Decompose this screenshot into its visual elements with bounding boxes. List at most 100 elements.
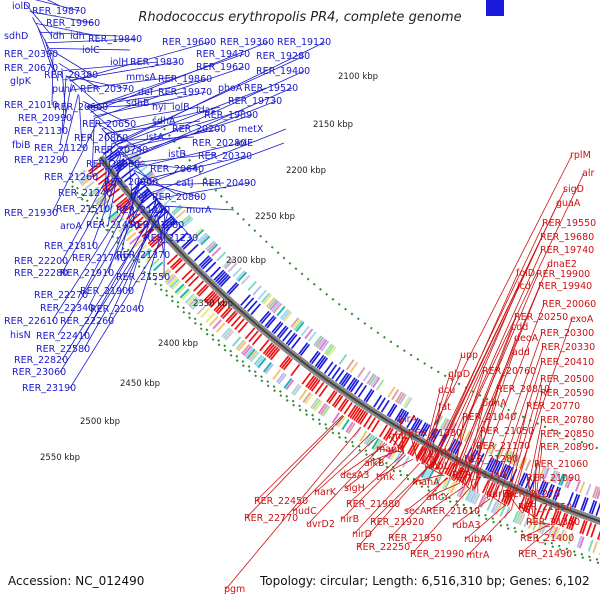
gene-feature (541, 522, 548, 535)
gene-feature (260, 312, 272, 325)
gene-feature (176, 285, 187, 296)
gene-label: RER_21810 (44, 241, 98, 252)
gene-label: sigH (344, 483, 365, 494)
gene-feature (373, 394, 383, 408)
gene-feature (92, 167, 105, 178)
gene-feature (387, 386, 396, 398)
gene-feature (501, 488, 509, 503)
gene-feature (221, 327, 231, 338)
leader-line (163, 207, 165, 278)
leader-line (144, 128, 287, 186)
gene-feature (309, 350, 319, 363)
gene-feature (418, 422, 427, 436)
gene-feature (501, 464, 510, 479)
gene-feature (235, 270, 246, 281)
gene-feature (331, 366, 341, 380)
gene-feature (417, 446, 426, 460)
gene-feature (216, 272, 228, 284)
leader-line (527, 521, 550, 525)
gene-feature (359, 430, 368, 442)
leader-line (463, 402, 485, 487)
gene-feature (399, 436, 408, 450)
leader-line (61, 153, 121, 262)
gene-feature (79, 175, 91, 185)
gene-label: RER_22410 (36, 331, 90, 342)
gene-feature (141, 193, 154, 204)
gene-feature (335, 369, 345, 382)
gene-label: RER_21370 (116, 250, 170, 261)
gene-label: RER_20670 (4, 63, 58, 74)
gene-label: iolB (172, 102, 190, 113)
gene-feature (129, 235, 140, 245)
leader-line (507, 493, 523, 514)
gene-feature (259, 310, 270, 323)
gene-label: RER_19840 (88, 34, 142, 45)
gene-label: nirB (340, 514, 359, 525)
gene-label: RER_20760 (482, 366, 536, 377)
gene-label: iolE (236, 138, 253, 149)
gene-label: istB (168, 149, 186, 160)
gene-feature (171, 259, 183, 271)
gene-feature (212, 319, 222, 330)
leader-line (51, 180, 142, 322)
gene-feature (362, 370, 372, 382)
leader-line (107, 204, 162, 322)
gene-feature (512, 453, 520, 466)
gene-feature (541, 482, 549, 496)
gene-feature (595, 502, 600, 517)
gene-feature (320, 340, 330, 352)
gene-feature (486, 0, 504, 16)
gene-feature (554, 527, 561, 540)
kbp-label: 2150 kbp (313, 120, 353, 130)
leader-line (78, 95, 83, 149)
leader-line (434, 236, 543, 471)
leader-line (59, 207, 166, 373)
forward-strand-gene-labels: rplM alr sigD guaA RER_19550 RER_19680 RER_197… (224, 150, 596, 595)
leader-line (425, 465, 445, 477)
gene-label: RER_20500 (540, 374, 594, 385)
leader-line (46, 38, 137, 44)
gene-feature (122, 145, 134, 155)
gene-feature (410, 417, 419, 431)
gene-feature (414, 419, 423, 433)
gene-feature (535, 503, 543, 517)
gene-feature (176, 232, 188, 244)
gene-feature (260, 292, 271, 303)
gene-feature (476, 453, 485, 467)
gene-feature (181, 237, 193, 249)
gene-label: RER_22580 (36, 344, 90, 355)
gene-feature (266, 345, 277, 358)
gene-feature (126, 231, 137, 242)
gene-feature (518, 472, 526, 486)
gene-feature (166, 254, 179, 266)
gene-label: rubA4 (464, 534, 493, 545)
leader-line (116, 148, 153, 183)
gene-feature (276, 325, 287, 338)
gene-label: glpK (10, 76, 32, 87)
leader-line (453, 474, 471, 490)
gene-feature (331, 394, 342, 407)
leader-line (441, 249, 543, 475)
gene-label: RER_21290 (14, 155, 68, 166)
gene-feature (532, 518, 539, 531)
gene-label: upp (460, 350, 478, 361)
gene-feature (105, 184, 118, 195)
gene-feature (477, 495, 485, 507)
gene-label: def (138, 87, 154, 98)
gene-feature (348, 378, 358, 392)
gene-feature (291, 336, 302, 349)
gene-feature (105, 149, 118, 159)
leader-line (51, 121, 98, 214)
gene-feature (596, 488, 600, 500)
leader-line (357, 466, 429, 548)
gene-feature (341, 418, 350, 431)
gene-feature (247, 300, 258, 312)
gene-feature (200, 235, 211, 246)
gene-feature (343, 401, 353, 415)
gene-label: RER_19550 (542, 218, 596, 229)
gene-label: RER_19400 (256, 66, 310, 77)
gene-feature (326, 390, 336, 403)
leader-line (116, 128, 221, 150)
leader-line (51, 53, 54, 106)
